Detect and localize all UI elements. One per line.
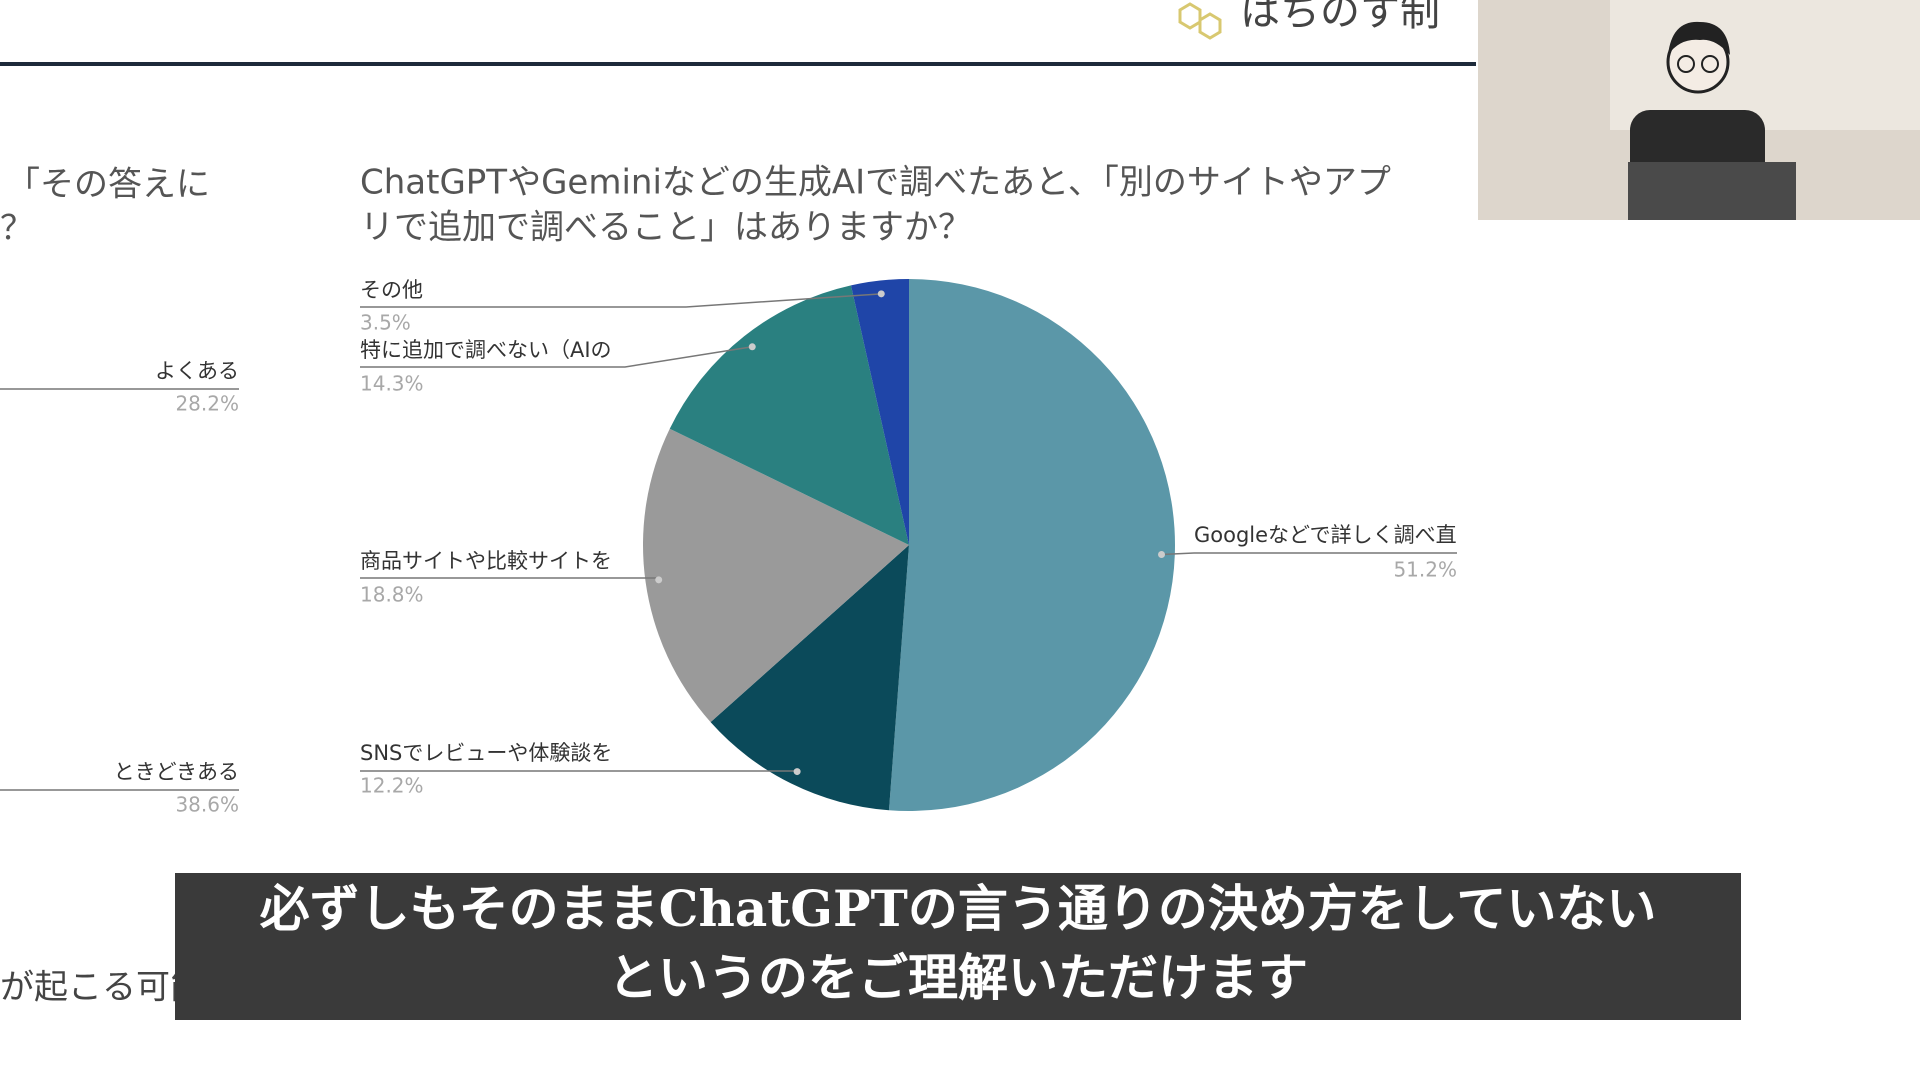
leader-dot bbox=[655, 576, 663, 584]
leader-line bbox=[360, 293, 882, 308]
leader-dot bbox=[748, 343, 756, 351]
leader-dot bbox=[1158, 551, 1166, 559]
leader-line bbox=[360, 577, 660, 580]
logo-icon bbox=[1178, 2, 1222, 40]
leader-dot bbox=[877, 290, 885, 298]
chart-title: リで追加で調べること」はありますか？ bbox=[360, 208, 972, 248]
subtitle-box bbox=[175, 873, 1741, 1020]
pie-slice bbox=[643, 428, 909, 723]
left-chart-title: ？ bbox=[0, 209, 34, 249]
leader-line bbox=[360, 346, 753, 368]
slice-value-label: 28.2% bbox=[175, 392, 239, 416]
left-chart-title: 「その答えに bbox=[6, 165, 210, 205]
subtitle: というのをご理解いただけます bbox=[608, 948, 1308, 1007]
slice-value-label: 12.2% bbox=[360, 774, 424, 798]
slice-label: Googleなどで詳しく調べ直 bbox=[1194, 523, 1457, 547]
logo-text: はちのす制 bbox=[1240, 0, 1440, 35]
slice-label: SNSでレビューや体験談を bbox=[360, 741, 612, 765]
slice-label: その他 bbox=[360, 278, 423, 302]
slice-label: 特に追加で調べない（AIの bbox=[360, 338, 612, 362]
pie-slice bbox=[710, 545, 909, 811]
leader-line bbox=[1161, 552, 1457, 556]
slice-label: ときどきある bbox=[114, 760, 239, 784]
chart-title: ChatGPTやGeminiなどの生成AIで調べたあと、「別のサイトやアプ bbox=[360, 163, 1391, 203]
background-text: が起こる可能 bbox=[0, 968, 204, 1008]
leader-dot bbox=[793, 768, 801, 776]
leader-line bbox=[360, 770, 798, 772]
subtitle: 必ずしもそのままChatGPTの言う通りの決め方をしていない bbox=[260, 879, 1657, 938]
slice-label: よくある bbox=[155, 359, 239, 383]
slice-value-label: 51.2% bbox=[1393, 558, 1457, 582]
slice-value-label: 14.3% bbox=[360, 372, 424, 396]
slice-value-label: 3.5% bbox=[360, 311, 411, 335]
pie-slice bbox=[888, 279, 1175, 811]
slice-label: 商品サイトや比較サイトを bbox=[360, 549, 612, 573]
slice-value-label: 18.8% bbox=[360, 583, 424, 607]
slice-value-label: 38.6% bbox=[175, 793, 239, 817]
webcam bbox=[1478, 0, 1920, 220]
pie-slice bbox=[850, 279, 909, 545]
